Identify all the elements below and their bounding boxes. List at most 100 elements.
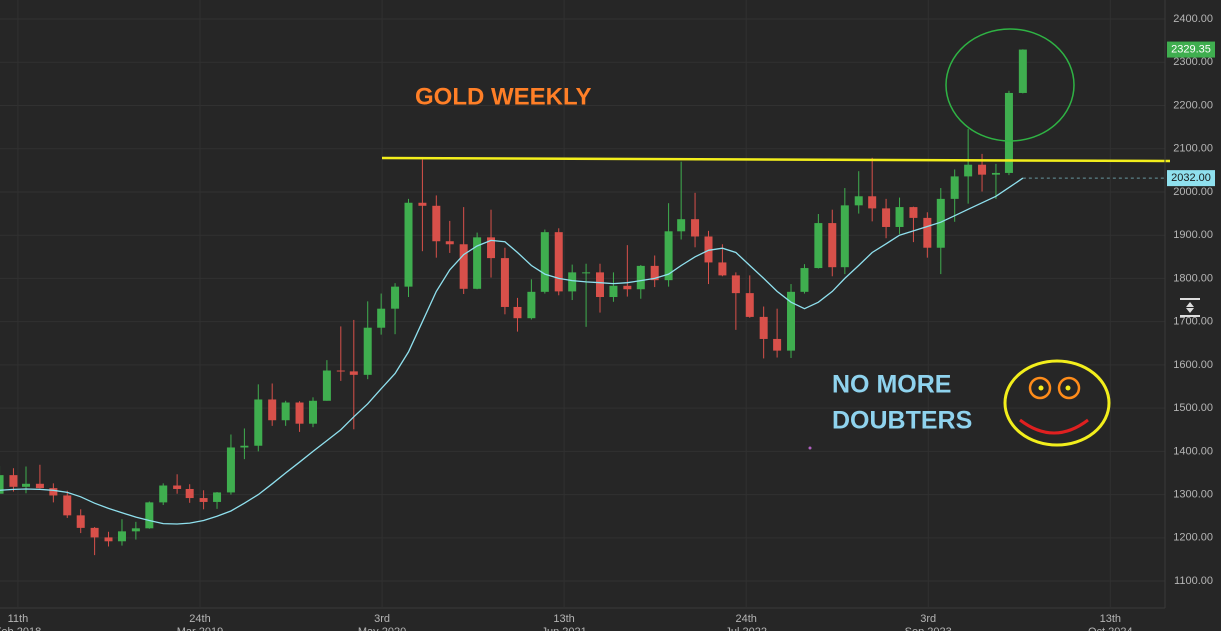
candle-body — [76, 515, 85, 528]
candle-body — [500, 258, 509, 307]
smiley-mouth — [1019, 418, 1089, 435]
smiley-pupil — [1038, 385, 1044, 391]
candle-body — [623, 285, 632, 290]
candle-body — [731, 275, 740, 294]
candle-body — [664, 231, 673, 281]
x-tick-label: Sep 2023 — [905, 626, 952, 631]
candle-body — [540, 232, 549, 292]
x-tick-label: Jul 2022 — [725, 626, 767, 631]
candle-body — [308, 400, 317, 424]
candle-body — [487, 237, 496, 259]
y-tick-label: 1100.00 — [1174, 575, 1213, 587]
candle-body — [1004, 92, 1013, 173]
candle-body — [854, 196, 863, 206]
x-tick-label: Oct 2024 — [1088, 626, 1133, 631]
candle-body — [745, 293, 754, 317]
candle-body — [432, 205, 441, 242]
level-line — [381, 156, 1171, 163]
candle-body — [336, 370, 345, 372]
candle-body — [226, 447, 235, 493]
candle-body — [9, 475, 18, 487]
candle-body — [527, 291, 536, 319]
candle-body — [199, 498, 208, 502]
axes: 1100.00 1200.00 1300.00 1400.00 1500.00 1600.… — [0, 13, 1215, 631]
ma-label-box — [1167, 170, 1215, 187]
x-tick-label: 24th — [189, 613, 210, 625]
y-tick-label: 2200.00 — [1173, 99, 1213, 111]
x-tick-label: 24th — [735, 613, 756, 625]
candle-body — [295, 402, 304, 424]
smiley-eye — [1057, 376, 1081, 400]
candle-body — [22, 483, 31, 487]
ma-label: 2032.00 — [1171, 172, 1211, 184]
candle-body — [773, 338, 782, 351]
candle-body — [391, 286, 400, 309]
y-tick-label: 1500.00 — [1173, 402, 1213, 414]
smiley — [1003, 359, 1111, 447]
candle-body — [595, 272, 604, 298]
y-tick-label: 1400.00 — [1173, 445, 1213, 457]
toolbar-icon[interactable] — [1180, 298, 1200, 317]
candle-body — [691, 219, 700, 237]
smiley-pupil — [1065, 385, 1071, 391]
candle-body — [90, 527, 99, 538]
candle-body — [459, 244, 468, 289]
candle-body — [582, 272, 591, 274]
x-tick-label: Feb 2018 — [0, 626, 41, 631]
grid — [0, 0, 1165, 607]
icon-arrows — [1186, 302, 1194, 313]
candle-body — [185, 488, 194, 499]
y-tick-label: 2400.00 — [1173, 13, 1213, 25]
candle-body — [213, 492, 222, 502]
highlight-circle — [945, 28, 1075, 142]
candle-body — [254, 399, 263, 446]
candle-body — [131, 528, 140, 532]
candle-body — [145, 502, 154, 529]
x-tick-label: 13th — [1100, 613, 1121, 625]
x-tick-label: Mar 2019 — [177, 626, 223, 631]
candle-body — [159, 485, 168, 503]
candle-body — [978, 164, 987, 175]
candle-body — [173, 485, 182, 489]
candle-body — [787, 291, 796, 351]
candle-body — [404, 202, 413, 287]
x-tick-label: 11th — [8, 613, 29, 625]
candle-body — [950, 176, 959, 199]
candle-body — [117, 531, 126, 542]
candle-body — [554, 232, 563, 292]
moving-average-line — [0, 177, 1024, 525]
candle-body — [840, 205, 849, 268]
y-tick-label: 1900.00 — [1173, 229, 1213, 241]
x-tick-label: Jun 2021 — [541, 626, 586, 631]
candle-body — [650, 265, 659, 281]
candle-body — [0, 475, 4, 494]
y-tick-label: 1700.00 — [1173, 316, 1213, 328]
x-tick-label: May 2020 — [358, 626, 406, 631]
candle-body — [895, 207, 904, 227]
candle-body — [868, 196, 877, 209]
candle-body — [63, 495, 72, 516]
candle-body — [882, 208, 891, 227]
candle-body — [281, 402, 290, 421]
candle-body — [814, 223, 823, 269]
y-tick-label: 1200.00 — [1173, 532, 1213, 544]
candle-body — [991, 172, 1000, 175]
candle-body — [936, 198, 945, 248]
candle-body — [322, 370, 331, 401]
y-tick-label: 2100.00 — [1173, 143, 1213, 155]
candle-body — [473, 237, 482, 289]
price-label: 2329.35 — [1171, 43, 1211, 55]
candle-body — [363, 327, 372, 375]
candle-body — [718, 262, 727, 276]
candle-body — [513, 306, 522, 319]
candle-body — [568, 272, 577, 292]
y-tick-label: 1300.00 — [1173, 488, 1213, 500]
x-tick-label: 3rd — [374, 613, 390, 625]
y-tick-label: 1800.00 — [1173, 272, 1213, 284]
candle-body — [964, 164, 973, 177]
y-tick-label: 2000.00 — [1173, 186, 1213, 198]
candle-body — [49, 488, 58, 496]
x-tick-label: 3rd — [920, 613, 936, 625]
candle-body — [240, 445, 249, 448]
